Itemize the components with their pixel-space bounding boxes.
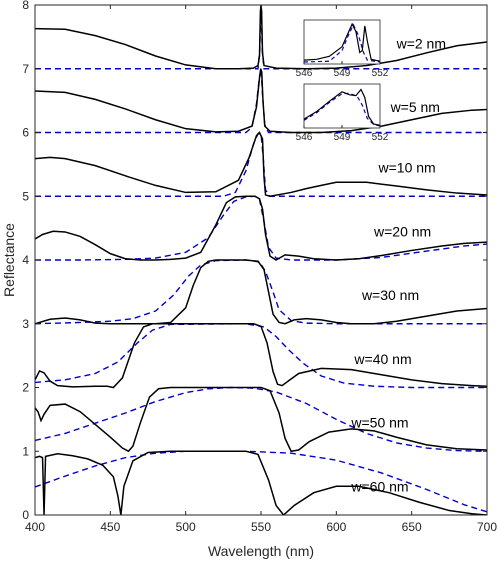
curve-label-w-20-nm: w=20 nm <box>373 223 431 239</box>
inset-w5-tick-label-546: 546 <box>296 132 313 143</box>
y-tick-label-2: 2 <box>22 381 29 395</box>
solid-curve-w-50-nm <box>35 386 487 453</box>
x-tick-label-700: 700 <box>477 520 497 534</box>
x-tick-label-550: 550 <box>251 520 271 534</box>
y-tick-label-7: 7 <box>22 62 29 76</box>
dashed-curve-w-60-nm <box>35 450 487 513</box>
inset-w2-tick-label-546: 546 <box>296 68 313 79</box>
dashed-curve-w-20-nm <box>35 195 487 261</box>
y-tick-label-4: 4 <box>22 253 29 267</box>
dashed-curve-w-40-nm <box>35 323 487 389</box>
y-tick-label-3: 3 <box>22 317 29 331</box>
solid-curve-w-20-nm <box>35 195 487 261</box>
curve-label-w-60-nm: w=60 nm <box>350 478 408 494</box>
x-tick-label-450: 450 <box>100 520 120 534</box>
curve-label-w-50-nm: w=50 nm <box>350 415 408 431</box>
inset-w5-frame <box>303 83 381 129</box>
y-tick-label-5: 5 <box>22 189 29 203</box>
inset-w2-tick-label-552: 552 <box>372 68 389 79</box>
inset-w2-tick-label-549: 549 <box>334 68 351 79</box>
inset-w5-tick-label-549: 549 <box>334 132 351 143</box>
y-tick-label-6: 6 <box>22 126 29 140</box>
curve-label-w-2-nm: w=2 nm <box>396 35 446 51</box>
solid-curve-w-5-nm <box>35 68 487 134</box>
curve-label-w-10-nm: w=10 nm <box>378 160 436 176</box>
y-axis-label: Reflectance <box>1 223 17 297</box>
x-axis-label: Wavelength (nm) <box>208 543 314 559</box>
solid-curve-w-40-nm <box>35 323 487 389</box>
curve-label-w-40-nm: w=40 nm <box>353 351 411 367</box>
inset-w2: 546 549 552 <box>296 19 389 79</box>
solid-curve-w-60-nm <box>35 450 487 515</box>
inset-w2-frame <box>303 19 381 65</box>
inset-w2-solid-curve <box>303 22 381 62</box>
x-tick-label-650: 650 <box>402 520 422 534</box>
y-tick-label-8: 8 <box>22 0 29 12</box>
y-tick-label-0: 0 <box>22 508 29 522</box>
solid-curve-w-10-nm <box>35 131 487 198</box>
insets: 546 549 552 546 549 552 <box>296 19 389 143</box>
x-tick-label-500: 500 <box>176 520 196 534</box>
solid-curve-w-30-nm <box>35 259 487 325</box>
x-tick-label-400: 400 <box>25 520 45 534</box>
axis-ticks: 400 450 500 550 600 650 700 0 1 2 3 4 5 6 7 8 <box>22 0 497 534</box>
inset-w5-solid-curve <box>303 88 381 126</box>
y-tick-label-1: 1 <box>22 444 29 458</box>
x-tick-label-600: 600 <box>326 520 346 534</box>
inset-w5-tick-label-552: 552 <box>372 132 389 143</box>
inset-w5: 546 549 552 <box>296 83 389 143</box>
dashed-curve-w-50-nm <box>35 386 487 452</box>
inset-w2-dashed-curve <box>303 23 381 63</box>
curve-label-w-5-nm: w=5 nm <box>390 99 440 115</box>
plot-area <box>35 5 487 515</box>
curve-label-w-30-nm: w=30 nm <box>361 287 419 303</box>
dashed-curve-w-30-nm <box>35 259 487 325</box>
